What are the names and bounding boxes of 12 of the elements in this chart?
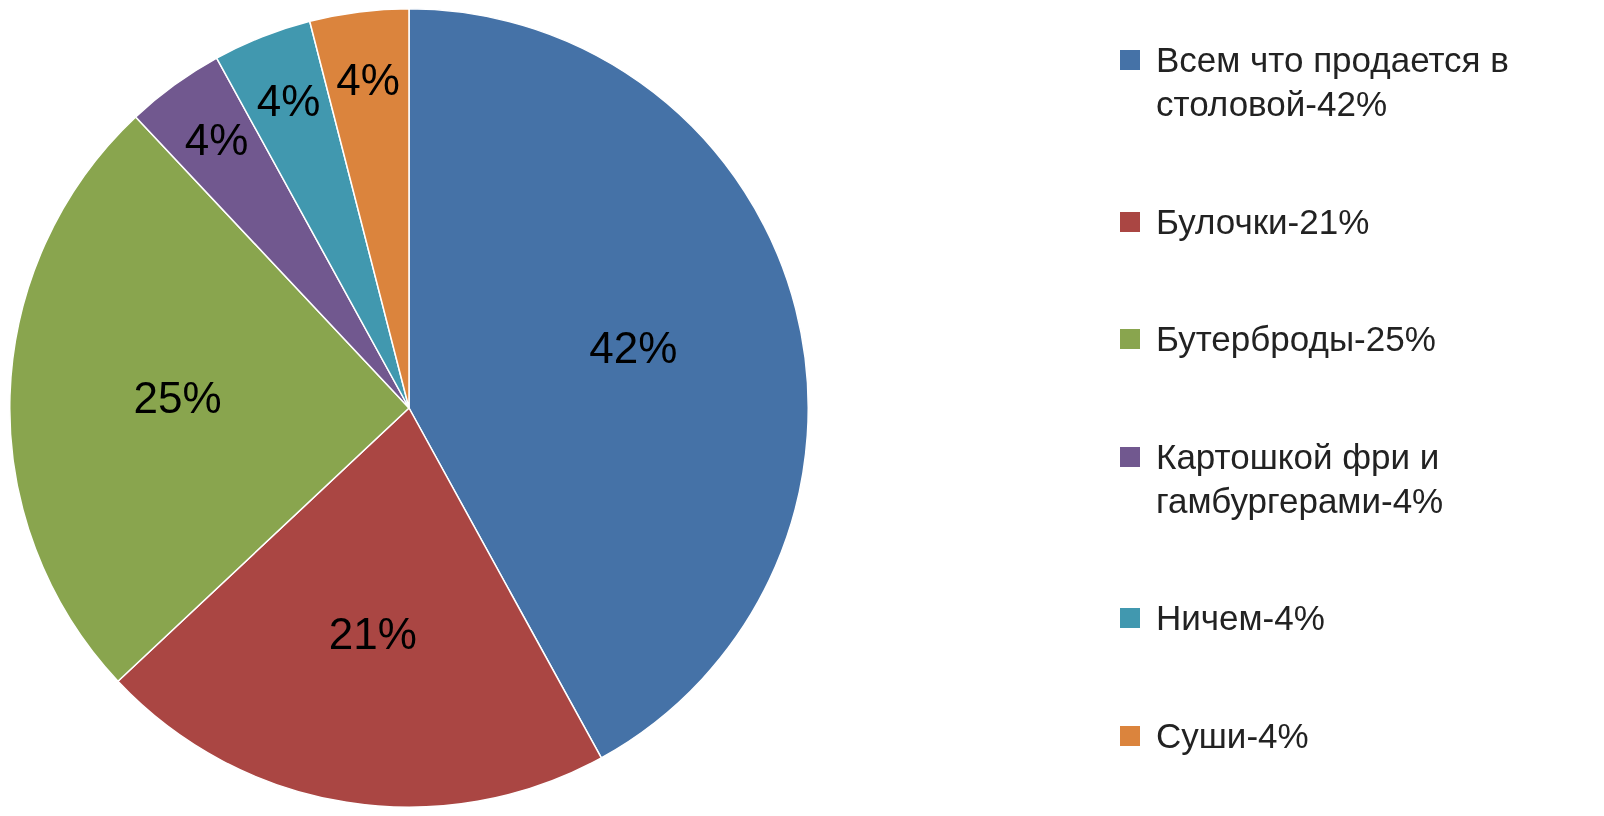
data-label: 4% xyxy=(256,75,321,125)
legend-label: Суши-4% xyxy=(1156,714,1309,757)
legend-label: Ничем-4% xyxy=(1156,597,1325,640)
legend-label: Бутерброды-25% xyxy=(1156,318,1436,361)
data-label: 42% xyxy=(589,322,678,372)
data-label: 25% xyxy=(133,372,222,422)
legend-label: Всем что продается в столовой-42% xyxy=(1156,39,1510,125)
data-label: 4% xyxy=(336,55,400,105)
legend-label: Булочки-21% xyxy=(1156,200,1370,243)
legend-label: Картошкой фри и гамбургерами-4% xyxy=(1156,435,1445,522)
data-label: 4% xyxy=(184,115,249,165)
data-label: 21% xyxy=(328,608,417,658)
